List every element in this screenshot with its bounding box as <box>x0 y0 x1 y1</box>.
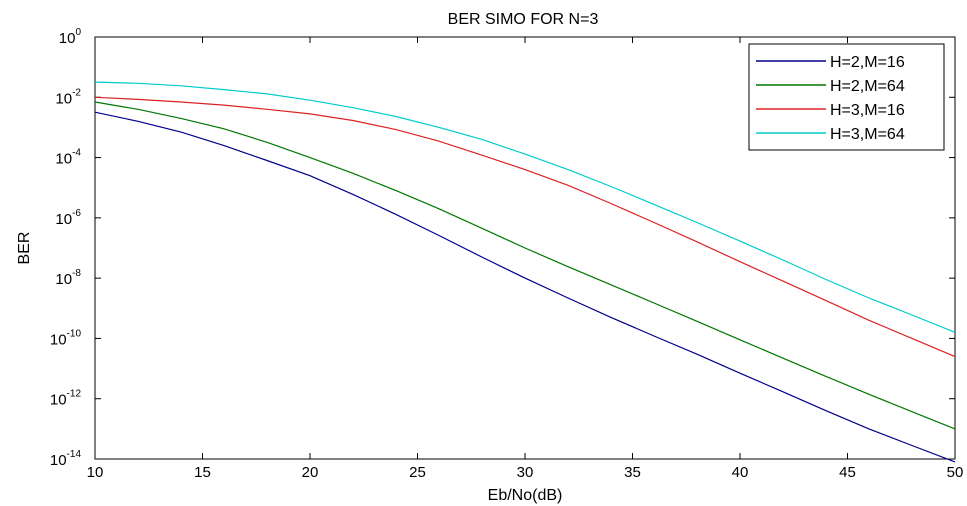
legend-label: H=2,M=64 <box>830 78 905 95</box>
x-tick-label: 25 <box>409 464 426 481</box>
legend-label: H=3,M=64 <box>830 126 905 143</box>
y-tick-label: 100 <box>59 27 82 47</box>
chart-title: BER SIMO FOR N=3 <box>448 11 599 28</box>
y-tick-label: 10-2 <box>55 87 81 107</box>
series-line <box>94 111 956 463</box>
y-tick-exponent: -4 <box>72 148 81 159</box>
series-line <box>94 101 956 430</box>
y-tick-exponent: -14 <box>67 449 82 460</box>
series-lines <box>94 81 956 463</box>
y-tick-label: 10-8 <box>55 268 81 288</box>
y-tick-label: 10-12 <box>50 389 82 409</box>
series-line <box>94 81 956 333</box>
y-tick-label: 10-6 <box>55 208 81 228</box>
y-tick-base: 10 <box>50 452 67 469</box>
y-tick-exponent: -12 <box>67 389 82 400</box>
legend: H=2,M=16 H=2,M=64 H=3,M=16 H=3,M=64 <box>748 43 945 151</box>
y-tick-base: 10 <box>59 30 76 47</box>
y-axis-label: BER <box>16 232 33 265</box>
y-tick-exponent: -8 <box>72 268 81 279</box>
y-tick-exponent: -2 <box>72 87 81 98</box>
y-tick-exponent: 0 <box>75 27 81 38</box>
x-tick-label: 10 <box>87 464 104 481</box>
y-tick-base: 10 <box>55 90 72 107</box>
y-tick-exponent: -6 <box>72 208 81 219</box>
y-tick-label: 10-10 <box>50 328 82 348</box>
y-tick-base: 10 <box>50 331 67 348</box>
legend-label: H=3,M=16 <box>830 102 905 119</box>
x-tick-label: 15 <box>194 464 211 481</box>
x-axis-ticks: 10 15 20 25 30 35 40 45 50 <box>87 37 964 481</box>
x-tick-label: 30 <box>517 464 534 481</box>
x-tick-label: 20 <box>302 464 319 481</box>
x-tick-label: 35 <box>624 464 641 481</box>
x-tick-label: 40 <box>732 464 749 481</box>
x-axis-label: Eb/No(dB) <box>488 487 563 504</box>
legend-label: H=2,M=16 <box>830 54 905 71</box>
x-tick-label: 45 <box>839 464 856 481</box>
y-tick-base: 10 <box>55 271 72 288</box>
series-line <box>94 96 956 358</box>
y-tick-base: 10 <box>55 151 72 168</box>
y-tick-base: 10 <box>55 211 72 228</box>
y-tick-exponent: -10 <box>67 328 82 339</box>
x-tick-label: 50 <box>947 464 964 481</box>
y-tick-label: 10-14 <box>50 449 82 469</box>
y-tick-label: 10-4 <box>55 148 81 168</box>
y-tick-base: 10 <box>50 392 67 409</box>
